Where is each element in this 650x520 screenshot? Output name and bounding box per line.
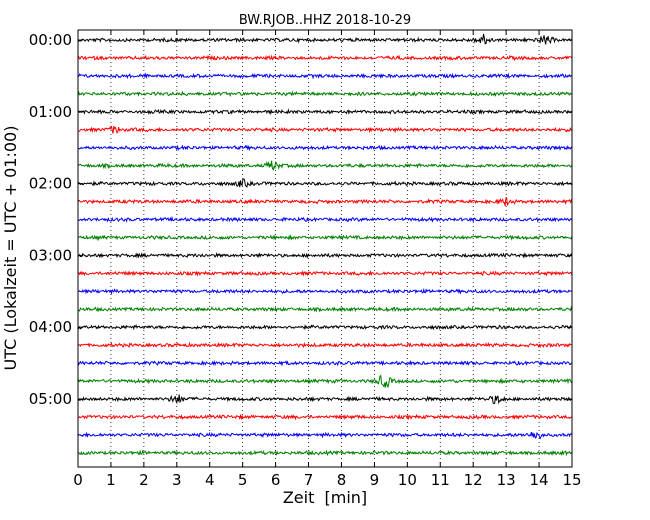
- trace-line: [77, 252, 573, 259]
- x-tick-label: 0: [73, 471, 83, 489]
- trace-line: [77, 72, 573, 80]
- trace-line: [77, 374, 573, 389]
- x-tick-label: 13: [497, 471, 516, 489]
- seismic-traces: [77, 33, 573, 457]
- x-tick-label: 14: [530, 471, 549, 489]
- y-axis-label: UTC (Lokalzeit = UTC + 01:00): [1, 126, 20, 371]
- trace-line: [77, 269, 573, 277]
- x-tick-label: 7: [304, 471, 314, 489]
- trace-line: [77, 90, 573, 98]
- trace-line: [77, 234, 573, 242]
- trace-line: [77, 394, 573, 405]
- trace-line: [77, 359, 573, 367]
- x-axis-ticks: 0 1 2 3 4 5 6 7 8 9 10 11 12 13 14 15: [73, 30, 582, 489]
- y-tick-label: 00:00: [29, 31, 72, 49]
- x-tick-label: 6: [271, 471, 281, 489]
- x-tick-label: 10: [398, 471, 417, 489]
- trace-line: [77, 341, 573, 349]
- y-tick-label: 01:00: [29, 103, 72, 121]
- x-tick-label: 1: [106, 471, 116, 489]
- x-tick-label: 2: [139, 471, 149, 489]
- y-axis-ticks: 00:00 01:00 02:00 03:00 04:00 05:00: [29, 31, 572, 408]
- x-tick-label: 11: [431, 471, 450, 489]
- plot-frame: [77, 29, 573, 468]
- x-tick-label: 3: [172, 471, 182, 489]
- trace-line: [77, 323, 573, 331]
- x-tick-label: 4: [205, 471, 215, 489]
- y-tick-label: 02:00: [29, 175, 72, 193]
- y-tick-label: 04:00: [29, 318, 72, 336]
- trace-line: [77, 178, 573, 188]
- y-tick-label: 05:00: [29, 390, 72, 408]
- trace-line: [77, 160, 573, 171]
- grid-lines: [110, 30, 540, 467]
- trace-line: [77, 125, 573, 135]
- x-axis-label: Zeit [min]: [283, 488, 367, 507]
- trace-line: [77, 33, 573, 45]
- x-tick-label: 8: [337, 471, 347, 489]
- x-tick-label: 9: [370, 471, 380, 489]
- trace-line: [77, 196, 573, 207]
- trace-line: [77, 108, 573, 116]
- trace-line: [77, 287, 573, 295]
- trace-line: [77, 413, 573, 421]
- trace-line: [77, 449, 573, 457]
- trace-line: [77, 144, 573, 152]
- trace-line: [77, 215, 573, 223]
- chart-title: BW.RJOB..HHZ 2018-10-29: [239, 13, 411, 28]
- x-tick-label: 15: [562, 471, 581, 489]
- x-tick-label: 5: [238, 471, 248, 489]
- x-tick-label: 12: [464, 471, 483, 489]
- trace-line: [77, 431, 573, 440]
- y-tick-label: 03:00: [29, 246, 72, 264]
- trace-line: [77, 54, 573, 62]
- trace-line: [77, 306, 573, 313]
